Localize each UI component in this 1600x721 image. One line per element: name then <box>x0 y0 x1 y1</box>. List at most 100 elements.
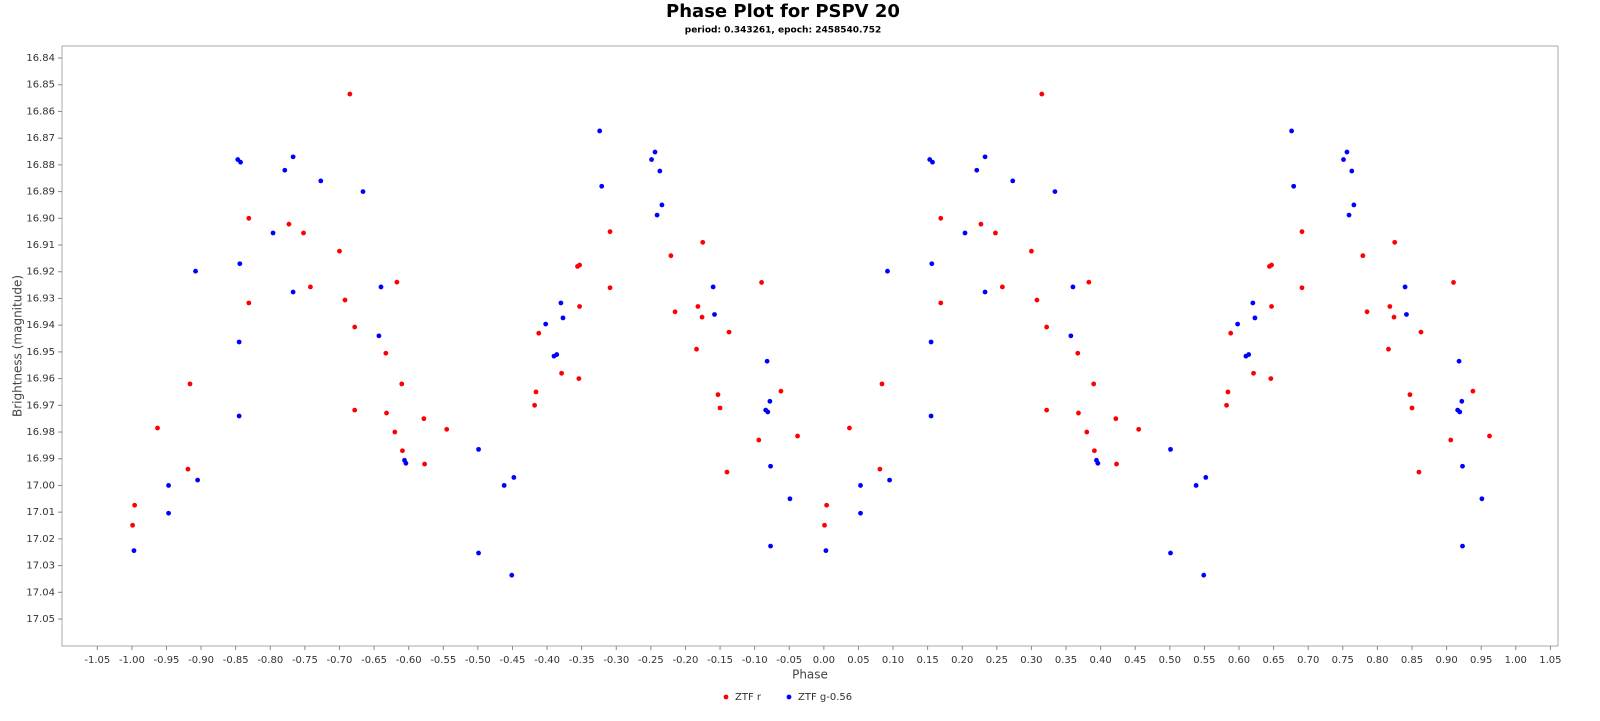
data-point <box>695 304 701 309</box>
data-point <box>444 426 450 432</box>
data-point <box>301 230 306 236</box>
data-point <box>1084 429 1090 435</box>
data-point <box>193 268 198 274</box>
data-point <box>290 154 296 160</box>
data-point <box>130 522 135 528</box>
legend-label: ZTF r <box>735 692 762 703</box>
data-point <box>700 239 706 245</box>
data-point <box>1168 446 1173 452</box>
data-point <box>1349 168 1355 174</box>
y-tick-label: 16.98 <box>26 427 55 438</box>
data-point <box>1228 330 1234 336</box>
x-tick-label: -0.10 <box>742 655 768 666</box>
data-point <box>1044 324 1050 330</box>
data-point <box>930 159 935 165</box>
data-point <box>155 425 160 431</box>
data-point <box>270 230 276 236</box>
data-point <box>131 548 137 554</box>
data-point <box>1095 460 1101 466</box>
data-point <box>879 381 885 387</box>
data-point <box>1039 91 1045 97</box>
data-point <box>668 253 674 259</box>
data-point <box>511 475 517 480</box>
data-point <box>1113 416 1119 422</box>
data-point <box>166 483 171 488</box>
data-point <box>347 91 353 97</box>
data-point <box>185 466 191 472</box>
data-point <box>1460 543 1465 549</box>
x-tick-label: 1.05 <box>1539 655 1561 666</box>
data-point <box>1269 262 1274 268</box>
data-point <box>1386 346 1391 352</box>
x-tick-label: -0.15 <box>707 655 733 666</box>
data-point <box>795 433 800 439</box>
x-tick-label: -0.20 <box>673 655 699 666</box>
data-point <box>1235 321 1241 327</box>
data-point <box>978 221 984 227</box>
data-point <box>290 289 296 295</box>
data-point <box>1224 402 1229 408</box>
data-point <box>1416 469 1422 475</box>
data-point <box>1364 309 1370 315</box>
data-point <box>543 321 549 327</box>
data-point <box>360 189 366 194</box>
x-tick-label: 0.25 <box>986 655 1008 666</box>
data-point <box>694 346 699 352</box>
data-point <box>1029 248 1034 254</box>
y-tick-label: 16.84 <box>26 53 55 64</box>
data-point <box>1075 350 1081 356</box>
data-point <box>1225 389 1231 395</box>
x-tick-label: 0.65 <box>1262 655 1284 666</box>
data-point <box>1010 178 1016 184</box>
data-point <box>652 149 658 155</box>
data-point <box>384 410 389 416</box>
x-tick-label: 0.75 <box>1332 655 1354 666</box>
data-point <box>378 284 384 290</box>
data-point <box>767 398 773 404</box>
data-point <box>712 312 717 317</box>
x-tick-label: -0.90 <box>188 655 214 666</box>
data-point <box>858 510 863 516</box>
x-axis-label: Phase <box>792 668 828 682</box>
y-tick-label: 16.92 <box>26 267 55 278</box>
x-tick-label: -0.05 <box>776 655 802 666</box>
y-tick-label: 17.00 <box>26 480 55 491</box>
data-point <box>286 221 292 227</box>
data-point <box>759 280 764 285</box>
data-point <box>726 329 732 335</box>
x-tick-label: -0.50 <box>465 655 491 666</box>
data-point <box>1346 212 1352 218</box>
data-point <box>607 229 613 235</box>
data-point <box>649 157 654 162</box>
data-point <box>715 392 721 398</box>
y-tick-label: 16.86 <box>26 106 55 117</box>
data-point <box>1404 312 1409 317</box>
legend-marker <box>786 694 792 700</box>
data-point <box>993 230 998 236</box>
data-point <box>1470 388 1476 394</box>
data-point <box>1252 315 1258 321</box>
data-point <box>166 510 171 516</box>
x-tick-label: 0.45 <box>1124 655 1146 666</box>
data-point <box>554 352 560 357</box>
x-tick-label: 0.90 <box>1435 655 1457 666</box>
data-point <box>1052 189 1058 194</box>
chart-subtitle: period: 0.343261, epoch: 2458540.752 <box>685 26 881 36</box>
data-point <box>576 376 582 381</box>
data-point <box>236 339 242 345</box>
data-point <box>929 261 935 267</box>
data-point <box>132 502 138 508</box>
x-tick-label: 0.05 <box>847 655 869 666</box>
data-point <box>999 284 1005 290</box>
data-point <box>533 389 539 395</box>
y-tick-label: 16.87 <box>26 133 55 144</box>
data-point <box>577 304 582 309</box>
data-point <box>768 543 773 549</box>
data-point <box>1086 279 1092 285</box>
data-point <box>1460 463 1465 469</box>
x-tick-label: -0.30 <box>603 655 629 666</box>
data-point <box>536 330 542 336</box>
data-point <box>246 300 252 306</box>
